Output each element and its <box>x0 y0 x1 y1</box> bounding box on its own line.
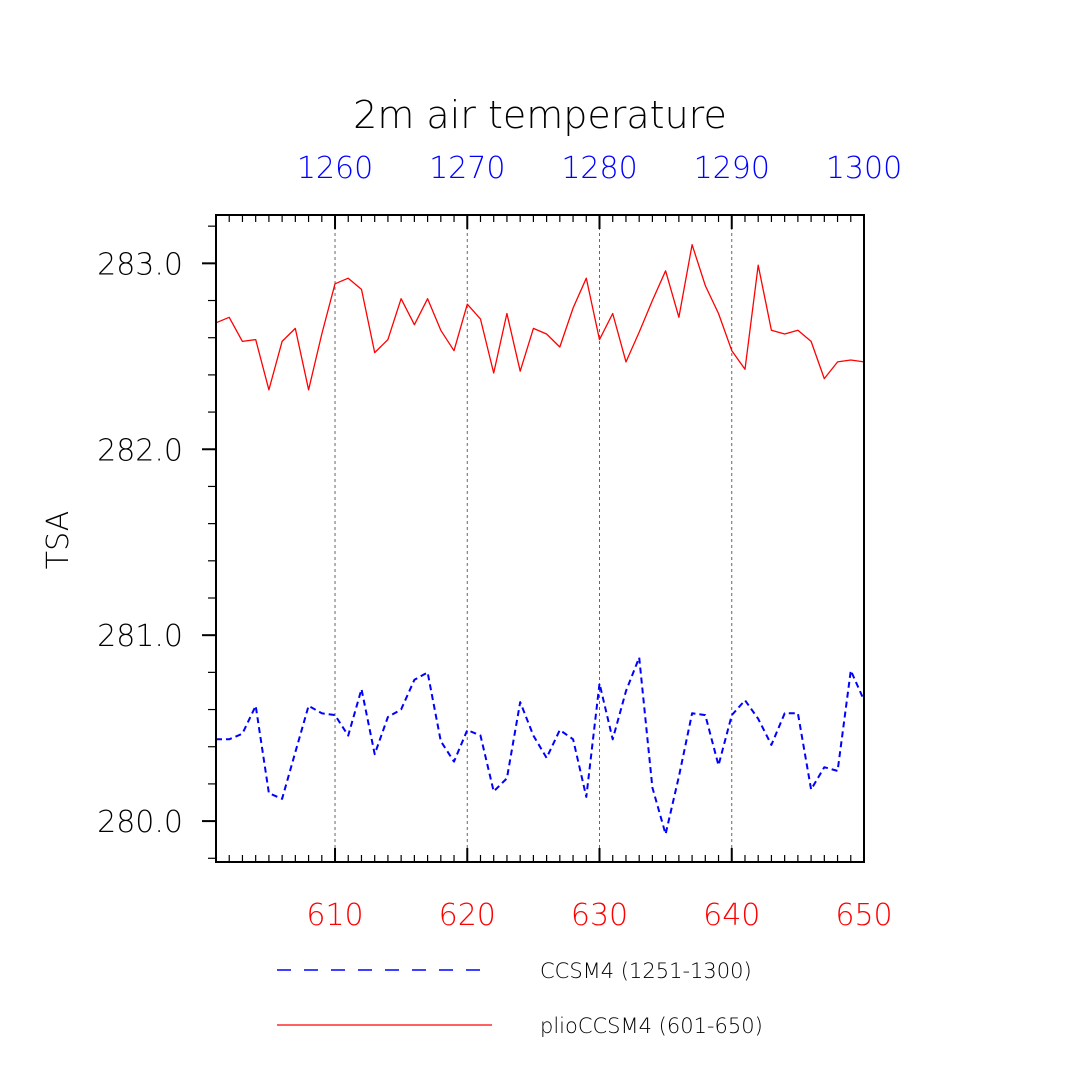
x-bottom-tick-label: 610 <box>306 898 363 933</box>
x-bottom-tick-label: 640 <box>703 898 760 933</box>
series-line-ccsm4 <box>216 656 865 836</box>
legend-label: plioCCSM4 (601-650) <box>540 1014 763 1038</box>
legend: CCSM4 (1251-1300) plioCCSM4 (601-650) <box>277 959 763 1038</box>
x-bottom-tick-label: 620 <box>439 898 496 933</box>
y-tick-label: 283.0 <box>97 247 183 282</box>
x-top-tick-label: 1260 <box>297 151 373 186</box>
plot-frame <box>215 214 865 863</box>
y-tick-label: 281.0 <box>97 619 183 654</box>
y-tick-label: 282.0 <box>97 433 183 468</box>
x-top-tick-label: 1280 <box>561 151 637 186</box>
x-bottom-tick-label: 630 <box>571 898 628 933</box>
x-top-tick-label: 1290 <box>694 151 770 186</box>
chart-title: 2m air temperature <box>353 93 727 137</box>
x-top-tick-label: 1300 <box>826 151 902 186</box>
y-axis-label: TSA <box>41 511 76 569</box>
series-line-pliocsm4 <box>215 244 865 391</box>
y-tick-label: 280.0 <box>97 805 183 840</box>
grid-lines <box>334 215 733 862</box>
x-top-tick-label: 1270 <box>429 151 505 186</box>
plot-series <box>215 244 865 836</box>
legend-label: CCSM4 (1251-1300) <box>540 959 752 983</box>
tick-marks <box>202 215 865 862</box>
x-bottom-tick-label: 650 <box>835 898 892 933</box>
tick-labels: 610 620 630 640 650 1260 1270 1280 1290 1300 280.0… <box>97 151 902 933</box>
